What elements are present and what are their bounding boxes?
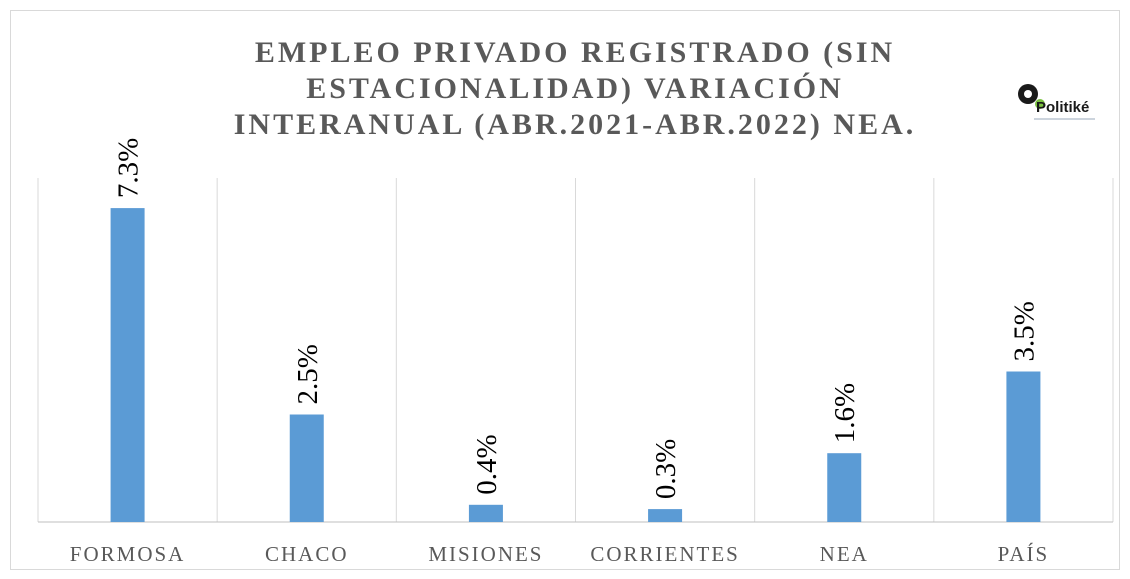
bar: [827, 453, 862, 522]
x-tick-label: FORMOSA: [70, 542, 186, 566]
bar: [648, 509, 683, 522]
bar: [110, 208, 145, 522]
x-tick-label: NEA: [820, 542, 869, 566]
value-label: 7.3%: [113, 138, 145, 198]
chart-title: EMPLEO PRIVADO REGISTRADO (SIN: [255, 36, 895, 69]
bar: [468, 504, 503, 522]
value-label: 1.6%: [829, 383, 861, 443]
value-label: 0.3%: [650, 439, 682, 499]
chart-border: [10, 10, 1120, 570]
chart-title: INTERANUAL (ABR.2021-ABR.2022) NEA.: [234, 108, 917, 141]
logo-icon-center: [1024, 90, 1032, 98]
logo-text: Politiké: [1036, 99, 1089, 116]
value-label: 0.4%: [471, 434, 503, 494]
x-tick-label: CORRIENTES: [590, 542, 740, 566]
chart-title: ESTACIONALIDAD) VARIACIÓN: [306, 72, 844, 105]
x-tick-label: CHACO: [265, 542, 349, 566]
x-tick-label: MISIONES: [428, 542, 543, 566]
bar: [1006, 371, 1041, 522]
value-label: 2.5%: [292, 344, 324, 404]
bar: [289, 414, 324, 522]
logo-icon-dot: [1035, 99, 1045, 109]
logo: Politiké: [1018, 84, 1095, 120]
value-label: 3.5%: [1008, 301, 1040, 361]
x-tick-label: PAÍS: [998, 542, 1050, 566]
